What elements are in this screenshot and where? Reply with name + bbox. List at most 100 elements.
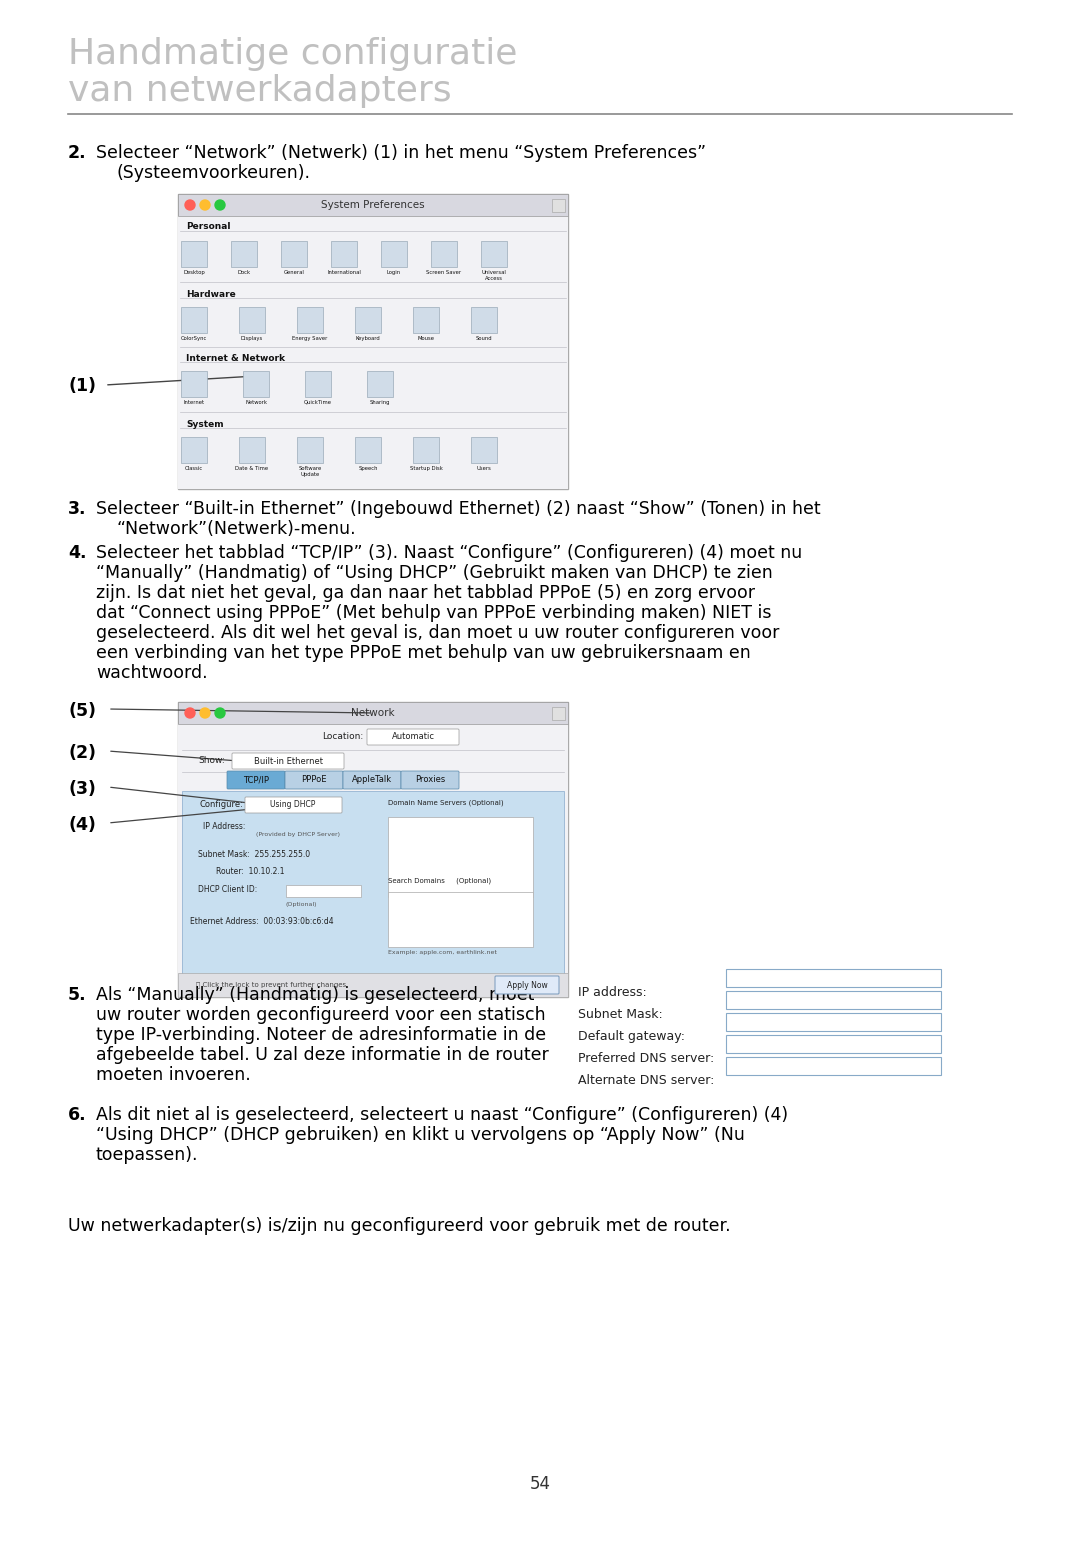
Bar bbox=[367, 372, 393, 396]
FancyBboxPatch shape bbox=[232, 752, 345, 769]
Text: Startup Disk: Startup Disk bbox=[409, 466, 443, 470]
Bar bbox=[471, 436, 497, 463]
FancyBboxPatch shape bbox=[227, 771, 285, 790]
Text: 6.: 6. bbox=[68, 1106, 86, 1124]
Text: Using DHCP: Using DHCP bbox=[270, 800, 315, 810]
Text: Example: apple.com, earthlink.net: Example: apple.com, earthlink.net bbox=[388, 950, 497, 954]
Bar bbox=[388, 817, 534, 897]
Bar bbox=[330, 241, 357, 267]
Text: geselecteerd. Als dit wel het geval is, dan moet u uw router configureren voor: geselecteerd. Als dit wel het geval is, … bbox=[96, 625, 780, 641]
Bar bbox=[231, 241, 257, 267]
Bar bbox=[178, 725, 568, 998]
Text: TCP/IP: TCP/IP bbox=[243, 776, 269, 785]
FancyBboxPatch shape bbox=[495, 976, 559, 995]
Text: (1): (1) bbox=[68, 376, 96, 395]
Text: afgebeelde tabel. U zal deze informatie in de router: afgebeelde tabel. U zal deze informatie … bbox=[96, 1045, 549, 1064]
Text: IP Address:: IP Address: bbox=[203, 822, 245, 831]
Bar bbox=[726, 968, 941, 987]
Text: “Network”(Netwerk)-menu.: “Network”(Netwerk)-menu. bbox=[116, 520, 355, 538]
FancyBboxPatch shape bbox=[343, 771, 401, 790]
Text: 54: 54 bbox=[529, 1476, 551, 1493]
Text: Als “Manually” (Handmatig) is geselecteerd, moet: Als “Manually” (Handmatig) is geselectee… bbox=[96, 985, 535, 1004]
Text: type IP-verbinding. Noteer de adresinformatie in de: type IP-verbinding. Noteer de adresinfor… bbox=[96, 1025, 546, 1044]
Text: 5.: 5. bbox=[68, 985, 86, 1004]
Text: Network: Network bbox=[245, 399, 267, 406]
Circle shape bbox=[200, 708, 210, 719]
Text: Alternate DNS server:: Alternate DNS server: bbox=[578, 1073, 714, 1087]
Circle shape bbox=[215, 708, 225, 719]
Text: Energy Saver: Energy Saver bbox=[293, 336, 327, 341]
Bar bbox=[726, 1056, 941, 1075]
Bar bbox=[552, 706, 565, 720]
Text: Screen Saver: Screen Saver bbox=[427, 270, 461, 274]
Text: (2): (2) bbox=[68, 743, 96, 762]
Text: 2.: 2. bbox=[68, 143, 86, 162]
FancyBboxPatch shape bbox=[245, 797, 342, 813]
Text: QuickTime: QuickTime bbox=[303, 399, 332, 406]
Text: (5): (5) bbox=[68, 702, 96, 720]
Text: toepassen).: toepassen). bbox=[96, 1146, 199, 1164]
Bar bbox=[726, 1013, 941, 1032]
Bar bbox=[355, 436, 381, 463]
Text: DHCP Client ID:: DHCP Client ID: bbox=[198, 885, 257, 894]
Text: Software
Update: Software Update bbox=[298, 466, 322, 476]
Text: Selecteer “Network” (Netwerk) (1) in het menu “System Preferences”: Selecteer “Network” (Netwerk) (1) in het… bbox=[96, 143, 706, 162]
Text: (Provided by DHCP Server): (Provided by DHCP Server) bbox=[256, 833, 340, 837]
Text: PPPoE: PPPoE bbox=[301, 776, 327, 785]
Text: Speech: Speech bbox=[359, 466, 378, 470]
Bar bbox=[355, 307, 381, 333]
Bar bbox=[181, 241, 207, 267]
Text: Mouse: Mouse bbox=[418, 336, 434, 341]
Bar bbox=[481, 241, 507, 267]
Circle shape bbox=[185, 708, 195, 719]
Bar bbox=[726, 992, 941, 1008]
Text: Router:  10.10.2.1: Router: 10.10.2.1 bbox=[216, 867, 284, 876]
Bar bbox=[178, 194, 568, 489]
Text: International: International bbox=[327, 270, 361, 274]
Text: AppleTalk: AppleTalk bbox=[352, 776, 392, 785]
Text: Desktop: Desktop bbox=[184, 270, 205, 274]
Text: General: General bbox=[284, 270, 305, 274]
Text: Show:: Show: bbox=[198, 756, 225, 765]
Circle shape bbox=[185, 200, 195, 210]
Bar bbox=[178, 194, 568, 216]
Text: Domain Name Servers (Optional): Domain Name Servers (Optional) bbox=[388, 800, 503, 806]
Text: een verbinding van het type PPPoE met behulp van uw gebruikersnaam en: een verbinding van het type PPPoE met be… bbox=[96, 645, 751, 662]
Text: Location:: Location: bbox=[322, 732, 363, 742]
Bar bbox=[388, 891, 534, 947]
Text: Handmatige configuratie: Handmatige configuratie bbox=[68, 37, 517, 71]
Text: Automatic: Automatic bbox=[391, 732, 434, 742]
Bar bbox=[281, 241, 307, 267]
Text: System Preferences: System Preferences bbox=[321, 200, 424, 210]
Bar bbox=[471, 307, 497, 333]
Text: Date & Time: Date & Time bbox=[235, 466, 269, 470]
Bar bbox=[178, 216, 568, 489]
Text: Universal
Access: Universal Access bbox=[482, 270, 507, 281]
Text: moeten invoeren.: moeten invoeren. bbox=[96, 1066, 251, 1084]
Text: Internet & Network: Internet & Network bbox=[186, 355, 285, 362]
Text: Keyboard: Keyboard bbox=[355, 336, 380, 341]
Bar bbox=[552, 199, 565, 211]
Text: dat “Connect using PPPoE” (Met behulp van PPPoE verbinding maken) NIET is: dat “Connect using PPPoE” (Met behulp va… bbox=[96, 604, 771, 621]
Bar bbox=[239, 307, 265, 333]
Bar bbox=[178, 702, 568, 725]
Text: Preferred DNS server:: Preferred DNS server: bbox=[578, 1052, 714, 1066]
Bar bbox=[239, 436, 265, 463]
Bar bbox=[413, 436, 438, 463]
Text: (Optional): (Optional) bbox=[286, 902, 318, 907]
Bar bbox=[181, 436, 207, 463]
Text: Search Domains     (Optional): Search Domains (Optional) bbox=[388, 877, 491, 884]
Text: Default gateway:: Default gateway: bbox=[578, 1030, 685, 1042]
Text: “Manually” (Handmatig) of “Using DHCP” (Gebruikt maken van DHCP) te zien: “Manually” (Handmatig) of “Using DHCP” (… bbox=[96, 564, 773, 581]
Text: uw router worden geconfigureerd voor een statisch: uw router worden geconfigureerd voor een… bbox=[96, 1005, 545, 1024]
Text: IP address:: IP address: bbox=[578, 985, 647, 999]
Text: (4): (4) bbox=[68, 816, 96, 834]
Bar bbox=[381, 241, 407, 267]
Bar bbox=[181, 372, 207, 396]
Bar bbox=[243, 372, 269, 396]
Bar bbox=[297, 307, 323, 333]
Bar bbox=[181, 307, 207, 333]
Circle shape bbox=[200, 200, 210, 210]
Text: Apply Now: Apply Now bbox=[507, 981, 548, 990]
Text: Users: Users bbox=[476, 466, 491, 470]
